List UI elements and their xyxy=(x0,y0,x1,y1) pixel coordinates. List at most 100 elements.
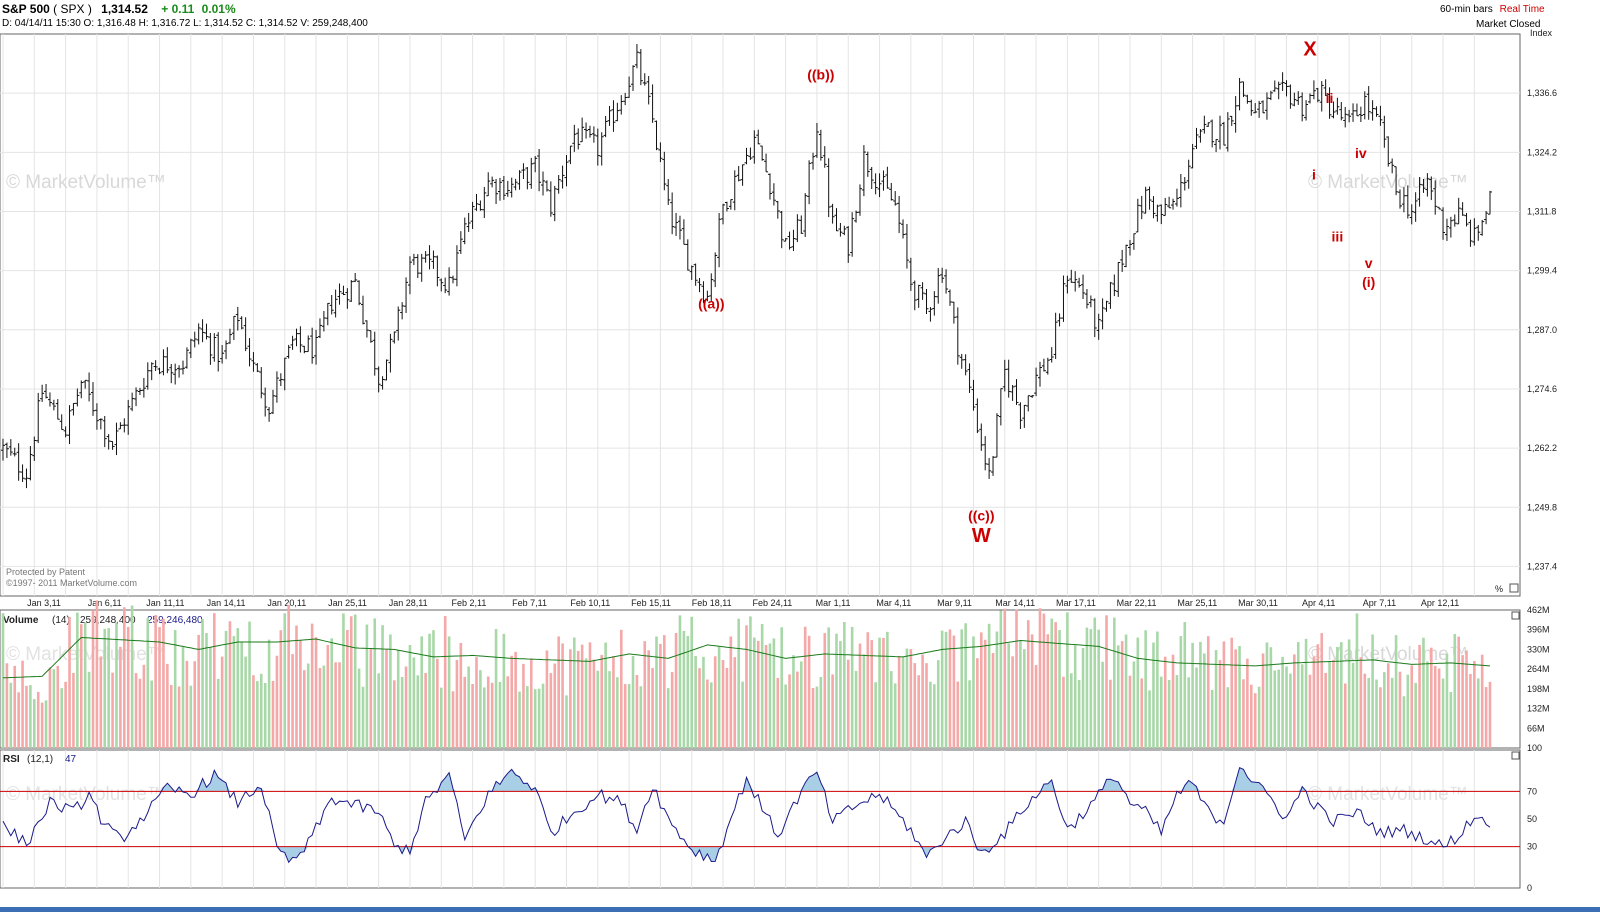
volume-bar xyxy=(1195,667,1198,748)
price-bar xyxy=(1131,233,1136,250)
price-bar xyxy=(376,366,381,393)
x-tick-label: Jan 11,11 xyxy=(146,598,184,608)
price-bar xyxy=(959,353,964,369)
volume-bar xyxy=(686,636,690,748)
volume-bar xyxy=(83,622,87,748)
price-bar xyxy=(767,173,772,200)
price-bar xyxy=(850,212,855,257)
x-tick-label: Mar 1,11 xyxy=(816,598,851,608)
volume-bar xyxy=(940,630,944,748)
volume-bar xyxy=(267,639,271,748)
price-bar xyxy=(1354,103,1359,117)
volume-bar xyxy=(729,636,733,748)
volume-bar xyxy=(995,631,999,748)
bar-interval: 60-min bars xyxy=(1440,4,1493,15)
volume-bar xyxy=(263,683,267,748)
price-bar xyxy=(1315,87,1320,103)
volume-bar xyxy=(792,655,795,748)
price-bar xyxy=(1300,92,1305,122)
price-bar xyxy=(1339,101,1344,121)
volume-bar xyxy=(1324,672,1327,748)
price-bar xyxy=(263,387,268,417)
volume-bar xyxy=(764,645,768,748)
volume-bar xyxy=(158,627,161,748)
price-bar xyxy=(869,166,874,190)
volume-bar xyxy=(909,649,913,748)
price-bar xyxy=(1257,100,1262,118)
price-bar xyxy=(1018,402,1023,430)
x-tick-label: Apr 12,11 xyxy=(1421,598,1459,608)
volume-bar xyxy=(874,682,877,748)
volume-bar xyxy=(36,691,40,748)
volume-bar xyxy=(702,656,705,748)
volume-bar xyxy=(498,682,502,748)
price-bar xyxy=(157,367,162,375)
price-bar xyxy=(670,192,675,235)
volume-bar xyxy=(1128,675,1132,748)
price-bar xyxy=(224,340,229,360)
volume-bar xyxy=(126,626,130,748)
volume-bar xyxy=(479,670,482,748)
index-axis-label: Index xyxy=(1530,28,1553,38)
price-bar xyxy=(278,373,283,387)
volume-bar xyxy=(803,626,807,748)
volume-bar xyxy=(889,671,893,748)
price-bar xyxy=(12,447,17,457)
price-bar xyxy=(1163,197,1168,217)
volume-bar xyxy=(553,663,557,748)
rsi-y-tick: 0 xyxy=(1527,883,1532,893)
volume-bar xyxy=(369,649,373,748)
price-bar xyxy=(842,225,847,236)
price-bar xyxy=(1378,105,1383,126)
wave-label: iii xyxy=(1332,229,1344,245)
volume-bar xyxy=(1410,665,1414,748)
price-bar xyxy=(513,178,518,191)
price-bar xyxy=(854,210,859,223)
volume-bar xyxy=(99,656,103,748)
price-bar xyxy=(721,203,726,225)
volume-bar xyxy=(1253,693,1257,748)
volume-bar xyxy=(52,669,56,748)
volume-bar xyxy=(827,627,830,748)
price-bar xyxy=(885,166,890,189)
volume-bar xyxy=(483,687,486,748)
price-bar xyxy=(1444,218,1449,241)
price-bar xyxy=(1421,179,1426,193)
volume-bar xyxy=(663,635,666,748)
volume-bar xyxy=(1,613,5,748)
x-tick-label: Mar 30,11 xyxy=(1238,598,1278,608)
volume-close-box xyxy=(1511,611,1520,620)
volume-bar xyxy=(737,618,740,748)
price-bar xyxy=(353,272,358,283)
volume-bar xyxy=(674,633,678,748)
volume-bar xyxy=(56,665,60,748)
volume-bar xyxy=(1093,617,1097,748)
patent-notice: Protected by Patent xyxy=(6,567,86,577)
price-bar xyxy=(1264,92,1269,120)
price-bar xyxy=(1112,274,1117,297)
volume-bar xyxy=(1058,629,1061,748)
volume-bar xyxy=(1261,653,1265,748)
volume-bar xyxy=(1422,637,1425,748)
price-bar xyxy=(920,282,925,300)
price-bar xyxy=(517,170,522,190)
realtime-label: Real Time xyxy=(1499,4,1545,15)
price-bar xyxy=(1382,115,1387,148)
volume-bar xyxy=(1386,663,1390,748)
volume-bar xyxy=(1304,638,1308,748)
volume-bar xyxy=(44,700,48,748)
price-bar xyxy=(153,360,158,371)
volume-bar xyxy=(166,663,169,748)
volume-bar xyxy=(576,650,580,748)
volume-bar xyxy=(60,688,63,748)
volume-bar xyxy=(929,681,932,748)
volume-bar xyxy=(1109,679,1112,748)
price-bar xyxy=(822,146,827,168)
price-bar xyxy=(591,126,596,143)
price-bar xyxy=(1331,101,1336,119)
price-bar xyxy=(1214,139,1219,153)
volume-bar xyxy=(1120,641,1124,748)
volume-bar xyxy=(377,673,380,748)
volume-bar xyxy=(1238,646,1241,748)
price-bar xyxy=(881,170,886,191)
